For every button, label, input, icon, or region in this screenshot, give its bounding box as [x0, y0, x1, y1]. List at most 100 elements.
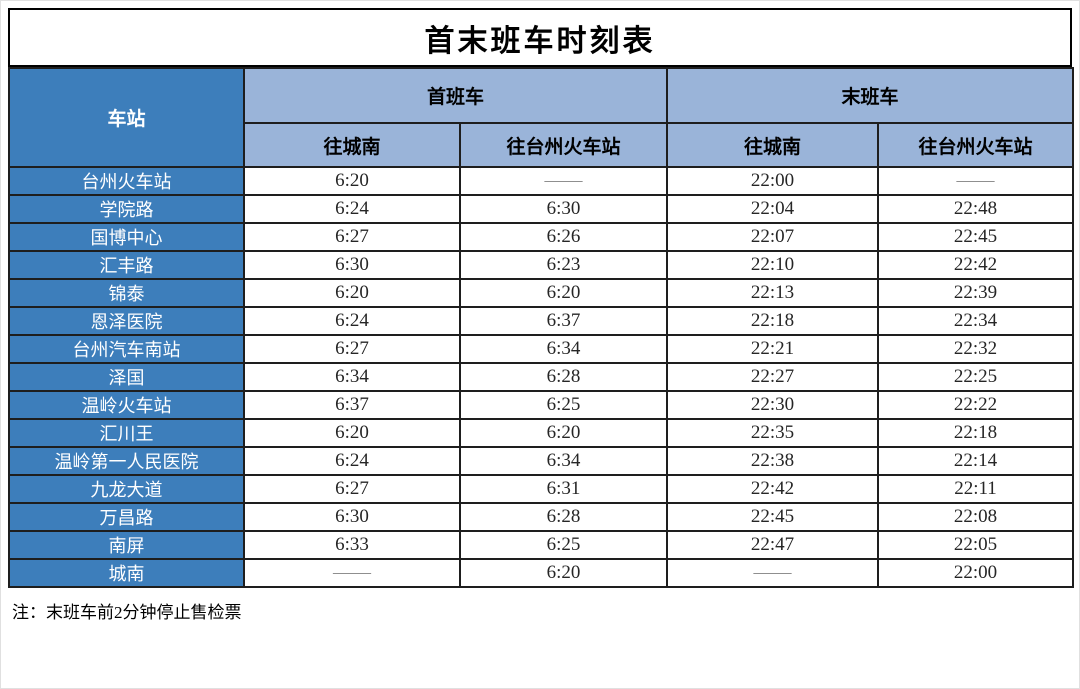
column-header-last-to-taizhou: 往台州火车站 [877, 122, 1075, 168]
station-cell: 学院路 [8, 194, 245, 224]
header-row-groups: 车站 首班车 末班车 [8, 67, 1075, 168]
time-cell: 6:28 [458, 502, 669, 532]
time-cell: 6:34 [243, 362, 461, 392]
page-title: 首末班车时刻表 [8, 8, 1072, 67]
table-row: 九龙大道 6:27 6:31 22:42 22:11 [8, 474, 1075, 504]
time-cell: 22:32 [877, 334, 1075, 364]
time-cell: 22:07 [666, 222, 880, 252]
time-cell: 6:25 [458, 390, 669, 420]
time-cell: 22:42 [877, 250, 1075, 280]
time-cell: 6:20 [243, 166, 461, 196]
time-cell: —— [877, 166, 1075, 196]
table-row: 温岭第一人民医院 6:24 6:34 22:38 22:14 [8, 446, 1075, 476]
time-cell: 6:30 [243, 250, 461, 280]
table-row: 锦泰 6:20 6:20 22:13 22:39 [8, 278, 1075, 308]
time-cell: 22:22 [877, 390, 1075, 420]
time-cell: 6:24 [243, 306, 461, 336]
time-cell: 6:27 [243, 334, 461, 364]
time-cell: 22:35 [666, 418, 880, 448]
group-header-last-bus: 末班车 [666, 67, 1075, 124]
time-cell: 22:04 [666, 194, 880, 224]
station-cell: 温岭第一人民医院 [8, 446, 245, 476]
time-cell: 6:34 [458, 446, 669, 476]
column-header-first-to-taizhou: 往台州火车站 [458, 122, 669, 168]
time-cell: 6:30 [458, 194, 669, 224]
time-cell: 22:47 [666, 530, 880, 560]
time-cell: 22:10 [666, 250, 880, 280]
time-cell: 22:00 [877, 558, 1075, 588]
table-row: 汇丰路 6:30 6:23 22:10 22:42 [8, 250, 1075, 280]
time-cell: 22:18 [877, 418, 1075, 448]
table-row: 泽国 6:34 6:28 22:27 22:25 [8, 362, 1075, 392]
time-cell: 22:13 [666, 278, 880, 308]
table-row: 温岭火车站 6:37 6:25 22:30 22:22 [8, 390, 1075, 420]
time-cell: 6:27 [243, 474, 461, 504]
time-cell: 6:34 [458, 334, 669, 364]
station-cell: 国博中心 [8, 222, 245, 252]
station-cell: 台州汽车南站 [8, 334, 245, 364]
time-cell: —— [243, 558, 461, 588]
time-cell: 6:30 [243, 502, 461, 532]
station-cell: 汇川王 [8, 418, 245, 448]
time-cell: —— [666, 558, 880, 588]
note-text: 注：末班车前2分钟停止售检票 [12, 603, 242, 622]
station-cell: 台州火车站 [8, 166, 245, 196]
time-cell: 6:20 [458, 558, 669, 588]
time-cell: 6:28 [458, 362, 669, 392]
time-cell: —— [458, 166, 669, 196]
time-cell: 22:42 [666, 474, 880, 504]
table-row: 万昌路 6:30 6:28 22:45 22:08 [8, 502, 1075, 532]
time-cell: 6:37 [458, 306, 669, 336]
time-cell: 6:20 [243, 418, 461, 448]
time-cell: 6:20 [458, 418, 669, 448]
time-cell: 6:24 [243, 446, 461, 476]
station-cell: 南屏 [8, 530, 245, 560]
time-cell: 6:27 [243, 222, 461, 252]
time-cell: 6:20 [243, 278, 461, 308]
table-row: 学院路 6:24 6:30 22:04 22:48 [8, 194, 1075, 224]
station-cell: 锦泰 [8, 278, 245, 308]
timetable-body: 台州火车站 6:20 —— 22:00 —— 学院路 6:24 6:30 22:… [8, 166, 1075, 588]
time-cell: 22:14 [877, 446, 1075, 476]
station-cell: 城南 [8, 558, 245, 588]
time-cell: 22:05 [877, 530, 1075, 560]
station-cell: 恩泽医院 [8, 306, 245, 336]
header-row-directions: 往城南 往台州火车站 往城南 往台州火车站 [9, 122, 1075, 168]
time-cell: 6:20 [458, 278, 669, 308]
station-cell: 温岭火车站 [8, 390, 245, 420]
time-cell: 22:00 [666, 166, 880, 196]
time-cell: 6:24 [243, 194, 461, 224]
station-cell: 万昌路 [8, 502, 245, 532]
time-cell: 6:33 [243, 530, 461, 560]
column-header-first-to-chengnan: 往城南 [243, 122, 461, 168]
table-row: 汇川王 6:20 6:20 22:35 22:18 [8, 418, 1075, 448]
table-row: 南屏 6:33 6:25 22:47 22:05 [8, 530, 1075, 560]
timetable-table: 车站 首班车 末班车 往城南 往台州火车站 往城南 往台州火车站 台州火车站 6… [8, 67, 1075, 588]
time-cell: 22:45 [877, 222, 1075, 252]
time-cell: 22:21 [666, 334, 880, 364]
table-row: 恩泽医院 6:24 6:37 22:18 22:34 [8, 306, 1075, 336]
time-cell: 22:08 [877, 502, 1075, 532]
table-row: 国博中心 6:27 6:26 22:07 22:45 [8, 222, 1075, 252]
station-cell: 泽国 [8, 362, 245, 392]
station-cell: 九龙大道 [8, 474, 245, 504]
time-cell: 22:27 [666, 362, 880, 392]
time-cell: 6:26 [458, 222, 669, 252]
time-cell: 22:48 [877, 194, 1075, 224]
time-cell: 6:31 [458, 474, 669, 504]
time-cell: 22:45 [666, 502, 880, 532]
station-cell: 汇丰路 [8, 250, 245, 280]
time-cell: 22:25 [877, 362, 1075, 392]
time-cell: 6:25 [458, 530, 669, 560]
time-cell: 22:30 [666, 390, 880, 420]
column-header-last-to-chengnan: 往城南 [666, 122, 880, 168]
time-cell: 22:38 [666, 446, 880, 476]
time-cell: 6:37 [243, 390, 461, 420]
table-row: 城南 —— 6:20 —— 22:00 [8, 558, 1075, 588]
time-cell: 22:18 [666, 306, 880, 336]
time-cell: 22:11 [877, 474, 1075, 504]
time-cell: 6:23 [458, 250, 669, 280]
table-row: 台州火车站 6:20 —— 22:00 —— [8, 166, 1075, 196]
group-header-first-bus: 首班车 [242, 67, 669, 124]
